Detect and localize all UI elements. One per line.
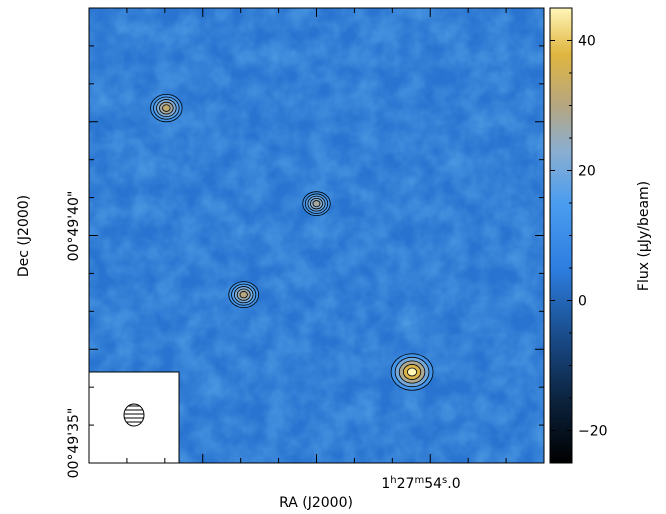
colorbar-tick-label: 40 bbox=[578, 34, 596, 50]
colorbar-tick-label: −20 bbox=[578, 424, 608, 440]
colorbar-ticks: −20 0 20 40 bbox=[550, 7, 608, 464]
contour-level bbox=[239, 291, 248, 299]
contour-level bbox=[407, 367, 418, 377]
axis-ticks bbox=[89, 8, 544, 463]
y-tick-label-35: 00°49'35" bbox=[66, 408, 82, 479]
colorbar-gradient bbox=[549, 7, 573, 464]
sources-layer bbox=[150, 94, 434, 391]
colorbar-tick-label: 0 bbox=[578, 294, 587, 310]
beam-inset bbox=[88, 371, 180, 464]
source-src-d bbox=[390, 353, 434, 391]
colorbar-label: Flux (μJy/beam) bbox=[636, 181, 652, 291]
beam-ellipse bbox=[123, 403, 145, 427]
contour-level bbox=[162, 104, 171, 112]
x-tick-label: 1h27m54s.0 bbox=[381, 475, 460, 492]
colorbar: −20 0 20 40 bbox=[549, 7, 608, 464]
source-src-a bbox=[150, 94, 183, 123]
x-axis-label: RA (J2000) bbox=[279, 495, 353, 511]
source-src-c bbox=[228, 281, 260, 309]
source-src-b bbox=[302, 191, 331, 216]
y-tick-label-40: 00°49'40" bbox=[66, 191, 82, 262]
contour-level bbox=[312, 200, 321, 208]
y-axis-label: Dec (J2000) bbox=[16, 195, 32, 277]
colorbar-tick-label: 20 bbox=[578, 164, 596, 180]
